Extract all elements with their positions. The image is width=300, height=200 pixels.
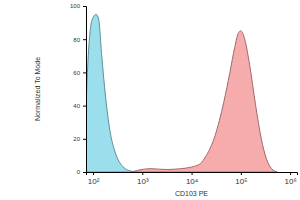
x-tick-mark bbox=[93, 172, 94, 175]
y-tick-mark bbox=[83, 139, 86, 140]
y-tick-label: 40 bbox=[73, 103, 80, 109]
y-tick-label: 20 bbox=[73, 136, 80, 142]
x-tick-label: 10² bbox=[88, 177, 100, 186]
x-tick: 10⁴ bbox=[186, 172, 199, 186]
y-tick: 40 bbox=[73, 103, 86, 109]
histogram-area bbox=[131, 31, 277, 172]
x-tick: 10² bbox=[88, 172, 100, 186]
x-axis: 10² 10³ 10⁴ 10⁵ 10⁶ bbox=[87, 172, 298, 186]
x-tick: 10⁵ bbox=[235, 172, 247, 186]
y-tick: 0 bbox=[77, 169, 86, 175]
y-tick-mark bbox=[83, 172, 86, 173]
x-tick-mark bbox=[290, 172, 291, 175]
y-tick: 100 bbox=[70, 3, 86, 9]
y-tick: 20 bbox=[73, 136, 86, 142]
y-tick-mark bbox=[83, 39, 86, 40]
x-tick-mark bbox=[192, 172, 193, 175]
y-axis: 0 20 40 60 80 100 bbox=[70, 3, 87, 175]
x-tick-label: 10³ bbox=[137, 177, 149, 186]
y-axis-line bbox=[83, 7, 87, 173]
x-tick-label: 10⁶ bbox=[285, 177, 297, 186]
y-tick: 80 bbox=[73, 37, 86, 43]
y-tick-label: 60 bbox=[73, 70, 80, 76]
chart: 10² 10³ 10⁴ 10⁵ 10⁶ 0 20 40 60 80 100 CD103 PE Norma… bbox=[0, 0, 300, 200]
x-axis-line bbox=[87, 173, 298, 176]
y-tick-label: 80 bbox=[73, 37, 80, 43]
y-tick-label: 100 bbox=[70, 3, 81, 9]
x-tick-label: 10⁵ bbox=[235, 177, 247, 186]
x-tick-mark bbox=[241, 172, 242, 175]
x-tick-label: 10⁴ bbox=[186, 177, 199, 186]
x-tick: 10⁶ bbox=[285, 172, 297, 186]
x-tick-mark bbox=[142, 172, 143, 175]
y-tick-mark bbox=[83, 106, 86, 107]
x-tick: 10³ bbox=[137, 172, 149, 186]
y-axis-title: Normalized To Mode bbox=[34, 57, 41, 121]
y-tick-mark bbox=[83, 72, 86, 73]
y-tick-label: 0 bbox=[77, 169, 81, 175]
y-tick-mark bbox=[83, 6, 86, 7]
x-axis-title: CD103 PE bbox=[175, 190, 208, 197]
y-tick: 60 bbox=[73, 70, 86, 76]
histogram-area bbox=[86, 14, 136, 172]
plot-area bbox=[86, 14, 277, 172]
